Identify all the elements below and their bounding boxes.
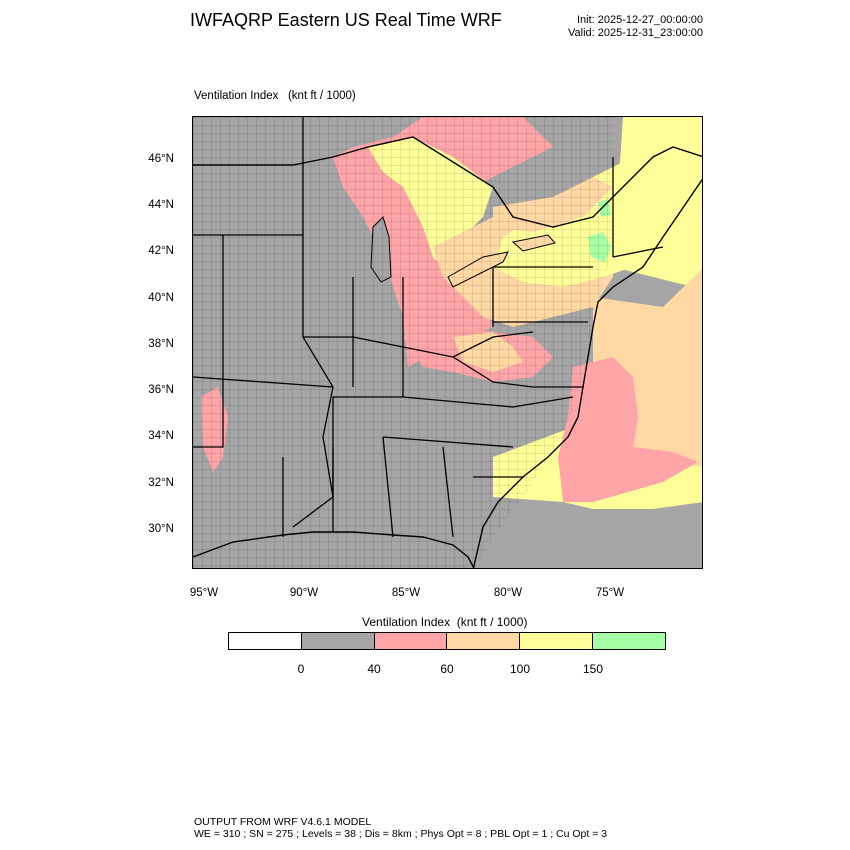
lat-label-40n: 40°N — [148, 292, 174, 304]
state-borders — [193, 117, 664, 538]
model-info-line-1: OUTPUT FROM WRF V4.6.1 MODEL — [194, 816, 372, 828]
page-title: IWFAQRP Eastern US Real Time WRF — [190, 10, 502, 30]
lon-label-80w: 80°W — [493, 587, 523, 599]
legend-tick-100: 100 — [509, 662, 531, 676]
legend-tick-0: 0 — [297, 662, 305, 676]
lat-label-38n: 38°N — [148, 338, 174, 350]
map-canvas — [193, 117, 702, 568]
legend-tick-40: 40 — [367, 662, 381, 676]
canada-border — [193, 136, 702, 228]
lon-label-75w: 75°W — [595, 587, 625, 599]
map-field-label: Ventilation Index (knt ft / 1000) — [194, 90, 356, 102]
legend-tick-60: 60 — [440, 662, 454, 676]
ocean-pink-region — [558, 357, 698, 502]
lon-label-95w: 95°W — [189, 587, 219, 599]
valid-time: Valid: 2025-12-31_23:00:00 — [568, 27, 703, 39]
legend-tick-150: 150 — [582, 662, 604, 676]
legend-swatch-2 — [374, 633, 448, 649]
lon-label-90w: 90°W — [289, 587, 319, 599]
legend-swatch-5 — [593, 633, 665, 649]
lat-label-36n: 36°N — [148, 384, 174, 396]
lat-label-32n: 32°N — [148, 477, 174, 489]
ventilation-index-map — [192, 116, 703, 569]
legend-swatch-0 — [229, 633, 302, 649]
legend-swatch-3 — [447, 633, 521, 649]
lat-label-46n: 46°N — [148, 153, 174, 165]
lat-label-42n: 42°N — [148, 245, 174, 257]
ocean-gray-region — [473, 497, 702, 568]
init-time: Init: 2025-12-27_00:00:00 — [577, 14, 703, 26]
legend-swatch-4 — [520, 633, 594, 649]
lat-label-30n: 30°N — [148, 523, 174, 535]
lat-label-44n: 44°N — [148, 199, 174, 211]
model-info-line-2: WE = 310 ; SN = 275 ; Levels = 38 ; Dis … — [194, 828, 608, 840]
legend-title: Ventilation Index (knt ft / 1000) — [362, 615, 528, 629]
color-legend-bar — [228, 632, 666, 650]
legend-swatch-1 — [301, 633, 375, 649]
lon-label-85w: 85°W — [391, 587, 421, 599]
gulf-coastline — [193, 531, 475, 568]
lat-label-34n: 34°N — [148, 430, 174, 442]
